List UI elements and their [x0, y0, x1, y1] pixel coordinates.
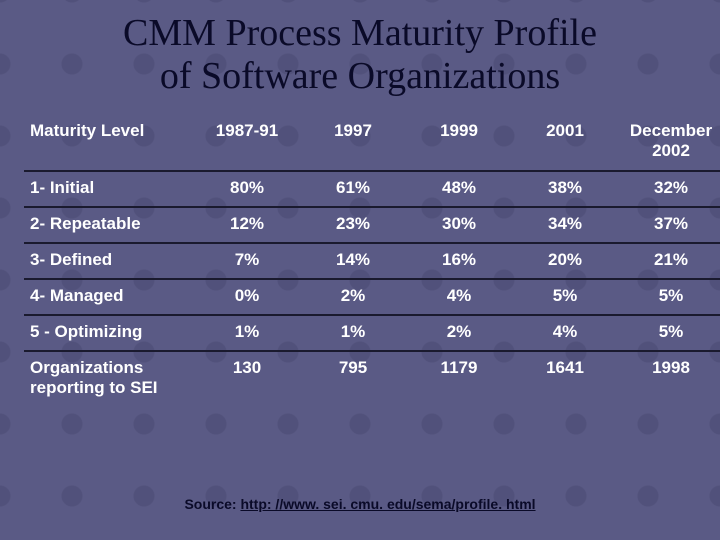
- cell: 2%: [300, 279, 406, 315]
- col-header-dec-2002: December 2002: [618, 115, 720, 171]
- cell: 1179: [406, 351, 512, 406]
- cell: 0%: [194, 279, 300, 315]
- table-row: Organizations reporting to SEI 130 795 1…: [24, 351, 720, 406]
- row-label-managed: 4- Managed: [24, 279, 194, 315]
- cell: 32%: [618, 171, 720, 207]
- cell: 5%: [512, 279, 618, 315]
- cell: 61%: [300, 171, 406, 207]
- table-row: 4- Managed 0% 2% 4% 5% 5%: [24, 279, 720, 315]
- cell: 4%: [512, 315, 618, 351]
- source-prefix: Source:: [184, 496, 240, 512]
- cell: 20%: [512, 243, 618, 279]
- cell: 5%: [618, 279, 720, 315]
- maturity-table: Maturity Level 1987-91 1997 1999 2001 De…: [24, 115, 720, 406]
- cell: 30%: [406, 207, 512, 243]
- cell: 48%: [406, 171, 512, 207]
- slide-title: CMM Process Maturity Profile of Software…: [24, 12, 696, 97]
- cell: 80%: [194, 171, 300, 207]
- cell: 1%: [300, 315, 406, 351]
- cell: 12%: [194, 207, 300, 243]
- row-label-repeatable: 2- Repeatable: [24, 207, 194, 243]
- cell: 4%: [406, 279, 512, 315]
- cell: 38%: [512, 171, 618, 207]
- table-row: 5 - Optimizing 1% 1% 2% 4% 5%: [24, 315, 720, 351]
- cell: 34%: [512, 207, 618, 243]
- row-label-initial: 1- Initial: [24, 171, 194, 207]
- cell: 23%: [300, 207, 406, 243]
- cell: 16%: [406, 243, 512, 279]
- cell: 2%: [406, 315, 512, 351]
- cell: 37%: [618, 207, 720, 243]
- row-label-org-count: Organizations reporting to SEI: [24, 351, 194, 406]
- cell: 7%: [194, 243, 300, 279]
- table-row: 2- Repeatable 12% 23% 30% 34% 37%: [24, 207, 720, 243]
- cell: 1%: [194, 315, 300, 351]
- cell: 130: [194, 351, 300, 406]
- row-label-optimizing: 5 - Optimizing: [24, 315, 194, 351]
- row-label-defined: 3- Defined: [24, 243, 194, 279]
- cell: 5%: [618, 315, 720, 351]
- slide: CMM Process Maturity Profile of Software…: [0, 0, 720, 540]
- table-header-row: Maturity Level 1987-91 1997 1999 2001 De…: [24, 115, 720, 171]
- col-header-2001: 2001: [512, 115, 618, 171]
- col-header-1999: 1999: [406, 115, 512, 171]
- table-row: 1- Initial 80% 61% 48% 38% 32%: [24, 171, 720, 207]
- cell: 1998: [618, 351, 720, 406]
- col-header-maturity-level: Maturity Level: [24, 115, 194, 171]
- col-header-1997: 1997: [300, 115, 406, 171]
- title-line-1: CMM Process Maturity Profile: [123, 12, 597, 54]
- source-link[interactable]: http: //www. sei. cmu. edu/sema/profile.…: [240, 496, 535, 512]
- cell: 795: [300, 351, 406, 406]
- col-header-1987-91: 1987-91: [194, 115, 300, 171]
- title-line-2: of Software Organizations: [160, 55, 560, 97]
- cell: 21%: [618, 243, 720, 279]
- cell: 1641: [512, 351, 618, 406]
- table-row: 3- Defined 7% 14% 16% 20% 21%: [24, 243, 720, 279]
- cell: 14%: [300, 243, 406, 279]
- source-footer: Source: http: //www. sei. cmu. edu/sema/…: [0, 496, 720, 512]
